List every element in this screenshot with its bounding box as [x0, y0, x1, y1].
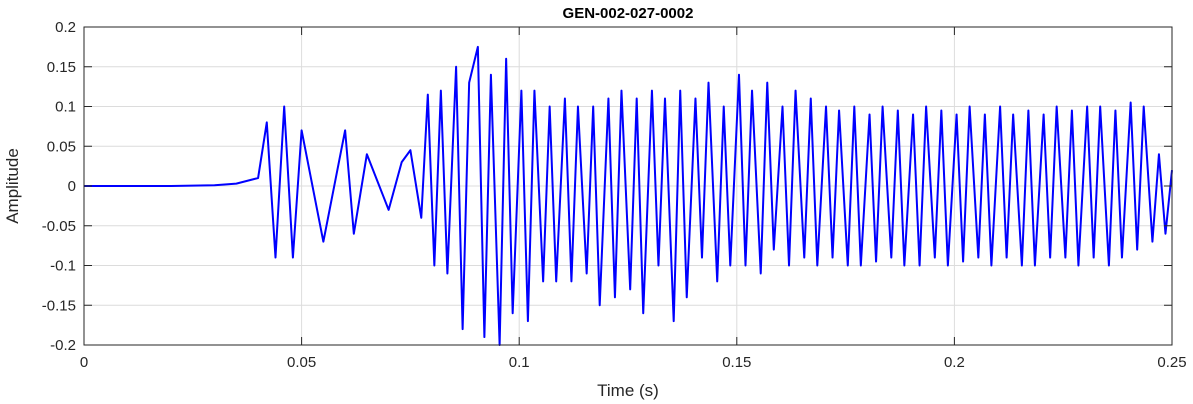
- chart-title: GEN-002-027-0002: [563, 5, 694, 22]
- x-tick-label: 0.15: [722, 354, 751, 371]
- x-tick-label: 0.25: [1157, 354, 1186, 371]
- y-tick-label: -0.15: [42, 297, 76, 314]
- x-axis-label: Time (s): [597, 381, 659, 400]
- y-axis-label: Amplitude: [3, 148, 22, 224]
- y-tick-label: 0.15: [47, 59, 76, 76]
- series-group: [84, 45, 1173, 346]
- x-tick-label: 0.1: [509, 354, 530, 371]
- y-tick-label: 0.05: [47, 138, 76, 155]
- x-tick-label: 0: [80, 354, 88, 371]
- y-tick-label: 0: [68, 178, 76, 195]
- y-tick-label: -0.05: [42, 218, 76, 235]
- tick-group: 0 0.05 0.1 0.15 0.2 0.25 -0.2 -0.15 -0.1 -0.05 0 0.…: [42, 19, 1187, 371]
- x-tick-label: 0.2: [944, 354, 965, 371]
- y-tick-label: 0.1: [55, 99, 76, 116]
- x-tick-label: 0.05: [287, 354, 316, 371]
- y-tick-label: 0.2: [55, 19, 76, 36]
- y-tick-label: -0.2: [50, 337, 76, 354]
- waveform-line: [84, 45, 1173, 346]
- y-tick-label: -0.1: [50, 258, 76, 275]
